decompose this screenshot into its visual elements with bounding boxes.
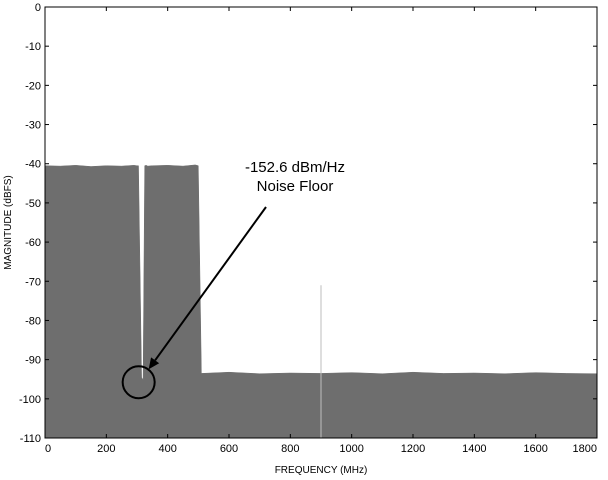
plot-frame [44, 6, 598, 439]
y-tick-label: -60 [25, 237, 41, 249]
annotation-arrow [154, 206, 267, 361]
x-tick-label: 600 [220, 443, 238, 455]
x-tick-label: 1400 [462, 443, 486, 455]
plot-layer [44, 164, 598, 439]
x-axis-ticks: 0 200 400 600 800 1000 1200 1400 1600 1800 [44, 7, 598, 455]
y-tick-label: -80 [25, 315, 41, 327]
annotation-circle [121, 365, 156, 400]
y-tick-label: 0 [35, 2, 41, 14]
noise-floor-annotation: -152.6 dBm/Hz Noise Floor [121, 159, 345, 400]
y-tick-label: -30 [25, 120, 41, 132]
x-axis-label: FREQUENCY (MHz) [275, 465, 368, 476]
y-tick-label: -40 [25, 159, 41, 171]
y-tick-label: -20 [25, 80, 41, 92]
x-tick-label: 1000 [339, 443, 363, 455]
x-tick-label: 800 [281, 443, 299, 455]
x-tick-label: 400 [158, 443, 176, 455]
x-tick-label: 1600 [523, 443, 547, 455]
y-tick-label: -50 [25, 198, 41, 210]
y-tick-label: -110 [20, 433, 41, 445]
x-tick-label: 0 [45, 443, 51, 455]
annotation-title-label: Noise Floor [257, 178, 334, 195]
spectrum-series-0 [44, 164, 598, 439]
y-tick-label: -100 [19, 394, 41, 406]
x-tick-label: 1200 [401, 443, 425, 455]
y-axis-label: MAGNITUDE (dBFS) [3, 175, 14, 269]
annotation-arrowhead [148, 357, 160, 370]
y-tick-label: -70 [25, 276, 41, 288]
x-tick-label: 200 [97, 443, 115, 455]
y-axis-ticks: 0 -10 -20 -30 -40 -50 -60 -70 -80 -90 -100 -110 [19, 2, 597, 445]
x-tick-label: 1800 [573, 443, 597, 455]
annotation-value-label: -152.6 dBm/Hz [245, 159, 345, 176]
y-tick-label: -10 [25, 41, 41, 53]
y-tick-label: -90 [25, 355, 41, 367]
